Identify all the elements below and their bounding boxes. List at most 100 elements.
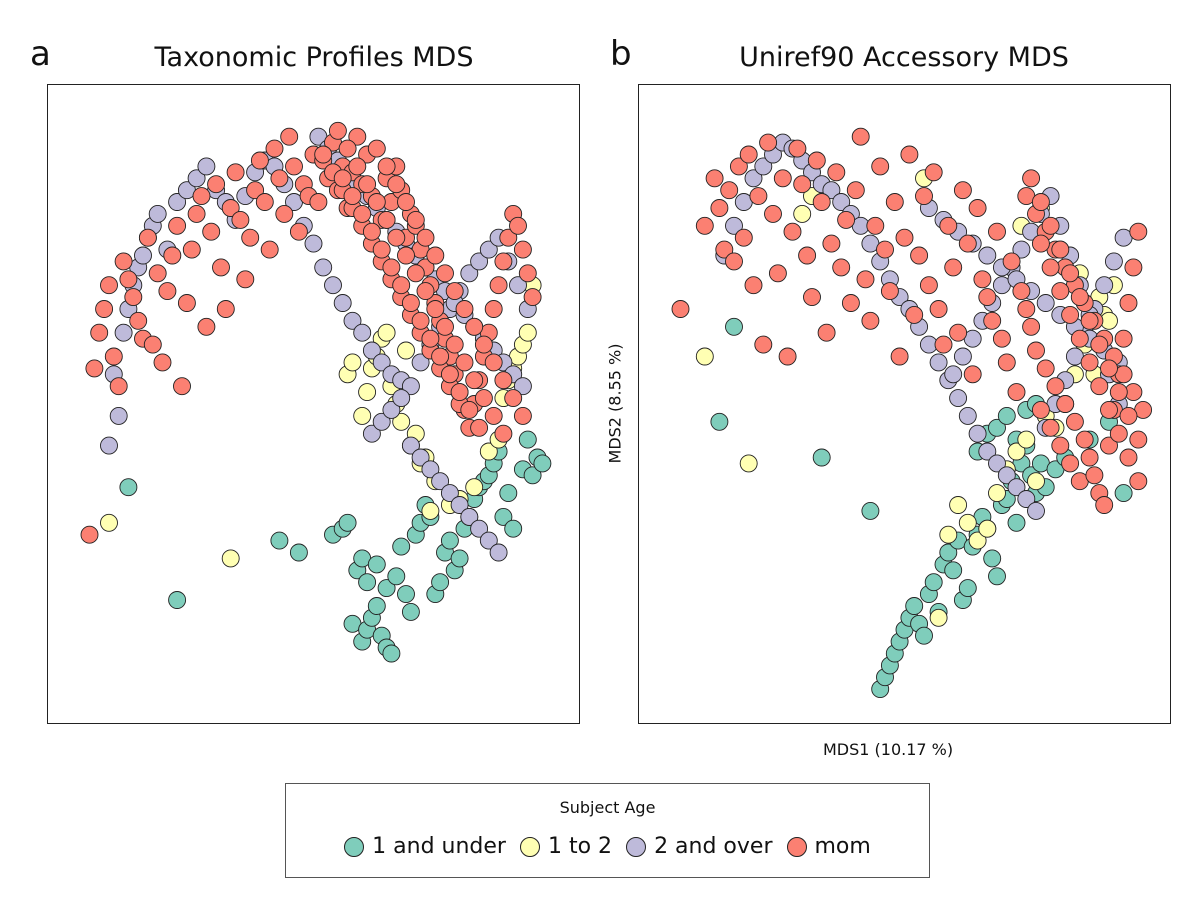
plot-a-point-mom [177, 294, 196, 312]
plot-b-point-mom [1080, 448, 1099, 467]
plot-b-point-mom [1041, 216, 1060, 235]
plot-a-scatter [80, 121, 552, 663]
plot-a-point-2-and-over [100, 436, 118, 455]
legend-marker-1-and-under [344, 836, 365, 857]
plot-b-point-mom [798, 246, 817, 265]
plot-a-point-2-and-over [460, 507, 479, 526]
plot-b-point-mom [924, 163, 943, 182]
plot-a-point-mom [285, 157, 303, 176]
plot-b-point-mom [988, 222, 1006, 241]
plot-a-point-mom [119, 270, 138, 289]
legend-marker-1-to-2 [519, 836, 540, 857]
plot-b-point-mom [949, 323, 968, 342]
plot-a-point-1-and-under [168, 591, 187, 609]
plot-a-point-mom [328, 121, 347, 140]
plot-a-point-mom [421, 329, 440, 348]
plot-b-point-mom [1002, 252, 1021, 271]
plot-a-point-mom [513, 240, 532, 259]
plot-a-point-mom [474, 335, 493, 354]
plot-b-point-2-and-over [1012, 240, 1031, 259]
plot-a-point-mom [212, 258, 230, 277]
plot-b-point-1-to-2 [978, 519, 997, 538]
plot-a-point-mom [431, 347, 450, 366]
plot-a-point-1-and-under [450, 549, 469, 568]
plot-b-point-mom [1022, 169, 1041, 188]
plot-a-point-1-and-under [401, 602, 420, 621]
plot-b-point-mom [764, 204, 782, 223]
legend-marker-mom [786, 836, 807, 857]
plot-a-point-mom [187, 204, 206, 223]
plot-a-point-mom [129, 311, 148, 330]
plot-a-point-mom [265, 139, 284, 158]
plot-b-point-mom [910, 246, 929, 265]
plot-a-point-mom [348, 157, 367, 176]
plot-b-point-mom [919, 276, 938, 295]
plot-a-point-mom [367, 139, 386, 158]
plot-b-point-mom [992, 329, 1011, 348]
plot-b-point-mom [1031, 234, 1050, 253]
plot-a-point-mom [143, 335, 162, 354]
legend-items: 1 and under 1 to 2 2 and over mom [286, 834, 929, 859]
plot-b-point-mom [837, 210, 856, 229]
plot-a-point-2-and-over [168, 193, 187, 211]
plot-a-point-2-and-over [382, 400, 401, 419]
plot-b-point-mom [1061, 264, 1080, 283]
plot-a-point-mom [455, 300, 474, 318]
plot-b-point-mom [1124, 258, 1143, 277]
plot-b-point-mom [851, 127, 870, 146]
plot-b-point-mom [1046, 377, 1065, 396]
plot-a-point-1-and-under [397, 585, 415, 604]
plot-a-point-2-and-over [509, 276, 527, 295]
plot-a-point-1-and-under [338, 513, 357, 532]
plot-b-point-2-and-over [822, 181, 841, 200]
plot-a-point-mom [348, 127, 367, 146]
plot-a-point-2-and-over [450, 496, 469, 514]
plot-a-point-mom [241, 228, 260, 247]
plot-b-point-mom [1070, 329, 1089, 348]
plot-a-frame [47, 84, 580, 724]
plot-a-point-2-and-over [353, 323, 372, 342]
plot-b-point-1-and-under [939, 543, 958, 562]
plot-b-point-mom [880, 282, 899, 301]
plot-b-point-mom [1114, 329, 1133, 348]
plot-a-point-mom [484, 300, 503, 318]
plot-b-point-2-and-over [958, 406, 977, 425]
plot-b-point-mom [895, 228, 914, 247]
plot-a-point-1-to-2 [421, 501, 440, 520]
plot-b-point-mom [900, 145, 919, 164]
plot-b-scatter [671, 127, 1153, 699]
plot-a-point-1-to-2 [221, 549, 240, 568]
plot-a-point-mom [445, 335, 464, 354]
legend-item-1-and-under: 1 and under [344, 834, 506, 859]
plot-a-point-mom [465, 371, 484, 390]
legend-label-mom: mom [814, 834, 871, 859]
plot-b-point-mom [846, 181, 865, 200]
plot-b-point-2-and-over [725, 216, 743, 235]
plot-a-point-mom [382, 258, 401, 277]
plot-b-point-1-and-under [861, 501, 880, 520]
plot-a-point-mom [426, 300, 445, 318]
plot-a-point-mom [406, 264, 425, 283]
plot-a-point-mom [202, 222, 221, 241]
plot-a-point-mom [163, 246, 182, 265]
plot-b-point-mom [973, 270, 992, 289]
plot-b-point-mom [1090, 377, 1109, 396]
plot-a-point-mom [80, 525, 99, 544]
plot-b-point-mom [968, 199, 987, 217]
plot-a-point-2-and-over [401, 377, 420, 396]
plot-a-point-mom [401, 294, 420, 312]
plot-a-point-mom [124, 288, 143, 307]
plot-a-point-mom [246, 181, 265, 200]
plot-a-point-mom [377, 210, 396, 229]
plot-b-point-1-and-under [1007, 513, 1026, 532]
plot-b-point-1-and-under [944, 561, 963, 580]
plot-b-point-mom [715, 240, 734, 259]
plot-b-point-mom [997, 353, 1016, 372]
plot-a-point-mom [148, 264, 167, 283]
plot-a-point-2-and-over [333, 294, 352, 312]
plot-a-point-mom [387, 175, 406, 194]
plot-b-point-mom [1051, 240, 1070, 259]
plot-b-point-mom [695, 216, 714, 235]
plot-a-point-1-and-under [392, 537, 411, 556]
plot-b-point-mom [822, 234, 841, 253]
